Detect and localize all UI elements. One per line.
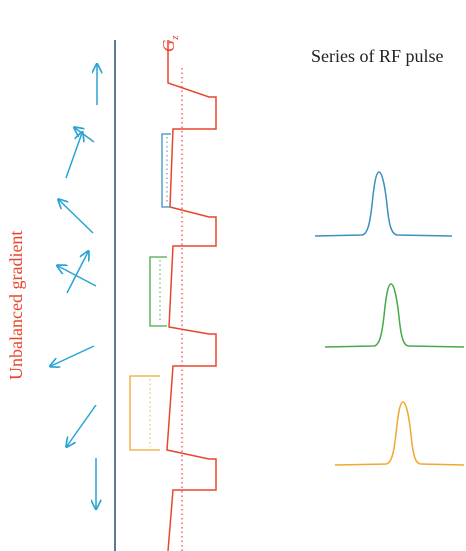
phase-bracket-orange	[129, 375, 160, 451]
rf-pulse-green	[324, 283, 465, 348]
spin-arrow	[75, 128, 95, 143]
gz-axis-label: Gz	[159, 35, 181, 52]
spin-arrow	[66, 252, 88, 294]
unbalanced-gradient-label: Unbalanced gradient	[6, 231, 26, 380]
phase-bracket-blue	[161, 133, 171, 208]
spin-arrow	[58, 266, 97, 287]
spin-arrows	[51, 65, 97, 508]
spin-arrow	[65, 133, 82, 179]
spin-arrow	[67, 404, 97, 446]
spin-arrow	[51, 345, 95, 366]
gradient-waveform	[166, 40, 217, 551]
rf-pulse-title: Series of RF pulse	[311, 46, 444, 66]
spin-arrow	[59, 200, 94, 234]
rf-pulse-orange	[334, 401, 465, 466]
phase-bracket-green	[149, 256, 167, 327]
gz-axis-subscript: z	[169, 35, 181, 41]
rf-pulse-blue	[314, 171, 453, 237]
